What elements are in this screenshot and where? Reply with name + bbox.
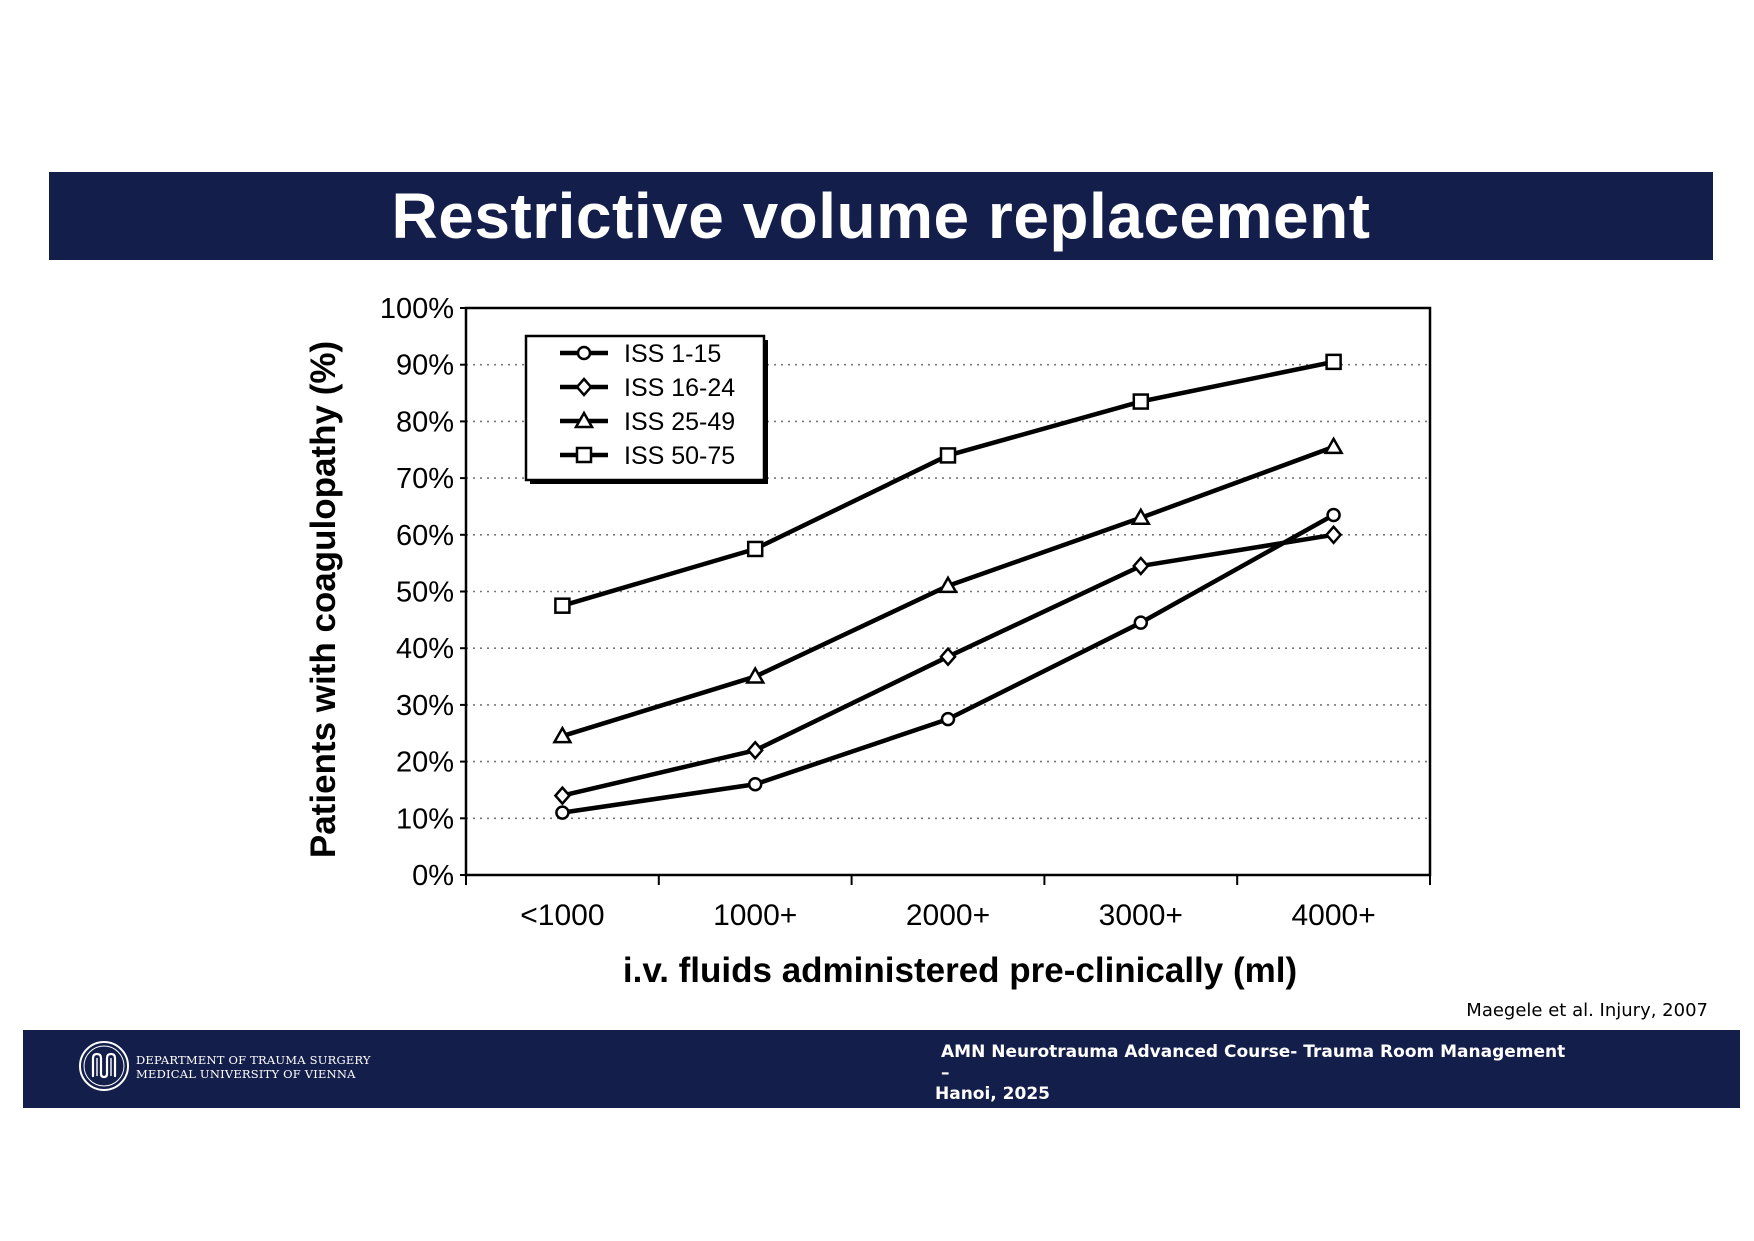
y-tick-label: 40% xyxy=(396,633,454,665)
legend-marker xyxy=(575,446,593,464)
data-point xyxy=(1324,524,1343,545)
x-tick-label: 3000+ xyxy=(1099,899,1183,932)
data-point xyxy=(552,725,573,744)
y-tick-label: 30% xyxy=(396,690,454,722)
x-tick-label: <1000 xyxy=(520,899,604,932)
y-tick-label: 60% xyxy=(396,520,454,552)
data-point xyxy=(747,777,763,792)
legend-label: ISS 16-24 xyxy=(624,374,735,402)
data-point xyxy=(1132,393,1150,410)
data-point xyxy=(1133,615,1149,630)
x-tick-label: 2000+ xyxy=(906,899,990,932)
university-logo-icon xyxy=(79,1041,129,1091)
y-axis-title: Patients with coagulopathy (%) xyxy=(304,341,343,858)
department-line-2: MEDICAL UNIVERSITY OF VIENNA xyxy=(136,1067,356,1081)
slide-title: Restrictive volume replacement xyxy=(391,180,1371,252)
x-axis-title: i.v. fluids administered pre-clinically … xyxy=(623,951,1297,990)
y-tick-label: 70% xyxy=(396,463,454,495)
y-tick-label: 50% xyxy=(396,577,454,609)
data-point xyxy=(746,740,764,761)
legend-label: ISS 25-49 xyxy=(624,408,735,436)
y-tick-label: 80% xyxy=(396,406,454,438)
x-tick-label: 4000+ xyxy=(1291,899,1375,932)
legend-marker xyxy=(576,345,592,361)
department-name: DEPARTMENT OF TRAUMA SURGERY MEDICAL UNI… xyxy=(136,1053,371,1081)
data-point xyxy=(1323,436,1344,455)
course-info: AMN Neurotrauma Advanced Course- Trauma … xyxy=(935,1042,1575,1105)
y-tick-label: 20% xyxy=(396,747,454,779)
y-tick-label: 100% xyxy=(380,293,454,325)
data-point xyxy=(1326,507,1341,523)
legend-label: ISS 50-75 xyxy=(624,442,735,470)
data-point xyxy=(746,540,764,558)
citation: Maegele et al. Injury, 2007 xyxy=(1466,1000,1708,1021)
department-line-1: DEPARTMENT OF TRAUMA SURGERY xyxy=(136,1053,371,1067)
title-bar: Restrictive volume replacement xyxy=(49,172,1713,260)
data-point xyxy=(1132,556,1150,576)
legend-marker xyxy=(573,410,595,429)
data-point xyxy=(939,447,957,464)
y-tick-label: 0% xyxy=(412,860,454,892)
data-point xyxy=(554,597,571,614)
data-point xyxy=(937,575,959,594)
course-line-2: Hanoi, 2025 xyxy=(935,1084,1050,1104)
data-point xyxy=(553,785,572,806)
footer-bar: DEPARTMENT OF TRAUMA SURGERY MEDICAL UNI… xyxy=(23,1030,1740,1108)
data-point xyxy=(745,666,766,684)
data-point xyxy=(1325,353,1342,371)
y-tick-label: 90% xyxy=(396,350,454,382)
data-point xyxy=(939,646,957,667)
data-point xyxy=(940,711,956,727)
legend-marker xyxy=(575,377,593,397)
legend-label: ISS 1-15 xyxy=(624,340,721,368)
data-point xyxy=(1130,507,1151,526)
x-tick-label: 1000+ xyxy=(713,899,797,932)
course-line-1: AMN Neurotrauma Advanced Course- Trauma … xyxy=(941,1042,1566,1083)
data-point xyxy=(555,805,570,820)
y-tick-label: 10% xyxy=(396,803,454,835)
